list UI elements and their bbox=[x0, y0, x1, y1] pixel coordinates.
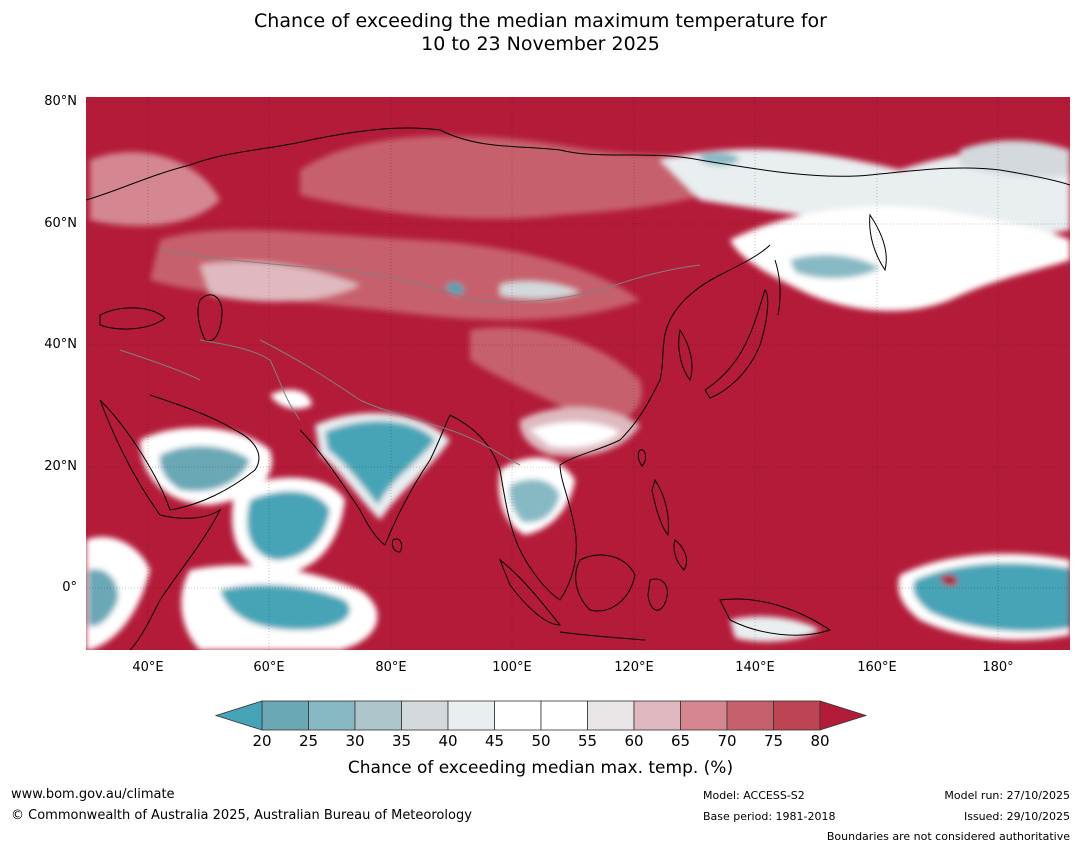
arctic-coast bbox=[86, 127, 1070, 201]
field-south-china-50 bbox=[530, 421, 620, 448]
kamchatka bbox=[869, 213, 887, 272]
field-mongolia-40 bbox=[500, 281, 580, 299]
colorbar-tick-label: 80 bbox=[810, 732, 830, 750]
field-tibet-50 bbox=[270, 389, 312, 409]
footer-base-period: Base period: 1981-2018 bbox=[703, 810, 836, 823]
field-arabian-sea-20 bbox=[247, 491, 330, 560]
lon-label-180: 180° bbox=[982, 660, 1014, 675]
field-indian-ocean-20 bbox=[220, 584, 350, 630]
bay-of-bengal bbox=[449, 414, 501, 471]
colorbar-low-arrow bbox=[214, 700, 263, 731]
field-kamchatka-50 bbox=[730, 206, 1070, 311]
map-title-line-2: 10 to 23 November 2025 bbox=[421, 33, 660, 55]
black-sea bbox=[99, 307, 166, 330]
lon-label-40e: 40°E bbox=[132, 660, 164, 675]
forecast-map bbox=[86, 97, 1070, 650]
colorbar-cell bbox=[633, 700, 681, 731]
lat-label-0: 0° bbox=[62, 580, 77, 595]
sri-lanka bbox=[391, 538, 403, 553]
map-title-line-1: Chance of exceeding the median maximum t… bbox=[254, 10, 827, 32]
field-scandinavia-60 bbox=[90, 152, 220, 226]
field-east-africa-25 bbox=[88, 569, 119, 627]
colorbar-tick-label: 35 bbox=[391, 732, 412, 750]
philippines bbox=[651, 478, 688, 571]
lat-label-20n: 20°N bbox=[44, 459, 77, 474]
colorbar-cell bbox=[494, 700, 542, 731]
field-bering-40 bbox=[960, 140, 1070, 177]
field-indochina-30 bbox=[509, 479, 560, 523]
field-kazakh-60 bbox=[200, 261, 360, 302]
caspian bbox=[197, 294, 223, 342]
colorbar-tick-label: 60 bbox=[624, 732, 644, 750]
colorbar-cell bbox=[354, 700, 402, 731]
field-mongolia-20 bbox=[446, 282, 465, 295]
lat-label-80n: 80°N bbox=[44, 94, 77, 109]
field-okhotsk-30 bbox=[790, 254, 880, 279]
field-siberia-70 bbox=[300, 135, 760, 219]
colorbar-cell bbox=[773, 700, 821, 731]
lon-label-80e: 80°E bbox=[375, 660, 407, 675]
china-coast bbox=[619, 244, 771, 441]
footer-model-run: Model run: 27/10/2025 bbox=[944, 789, 1070, 802]
lon-label-160e: 160°E bbox=[857, 660, 897, 675]
colorbar-cell bbox=[401, 700, 449, 731]
footer-disclaimer: Boundaries are not considered authoritat… bbox=[826, 830, 1070, 843]
colorbar-cell bbox=[587, 700, 635, 731]
lat-label-40n: 40°N bbox=[44, 337, 77, 352]
sulawesi bbox=[647, 578, 668, 611]
colorbar-tick-label: 20 bbox=[252, 732, 272, 750]
lon-label-140e: 140°E bbox=[735, 660, 775, 675]
java bbox=[559, 631, 646, 641]
lon-label-100e: 100°E bbox=[492, 660, 532, 675]
colorbar-tick-label: 50 bbox=[531, 732, 551, 750]
field-india-20 bbox=[325, 421, 435, 505]
lon-label-120e: 120°E bbox=[614, 660, 654, 675]
india-coast bbox=[299, 414, 451, 546]
africa-horn bbox=[129, 508, 222, 650]
lon-label-60e: 60°E bbox=[253, 660, 285, 675]
colorbar-high-arrow bbox=[819, 700, 868, 731]
colorbar-title: Chance of exceeding median max. temp. (%… bbox=[347, 758, 734, 778]
colorbar-tick-label: 65 bbox=[670, 732, 691, 750]
colorbar-cell bbox=[680, 700, 728, 731]
footer-model: Model: ACCESS-S2 bbox=[703, 789, 805, 802]
japan bbox=[704, 289, 769, 399]
indochina-coast bbox=[499, 439, 621, 601]
graticule bbox=[86, 97, 1070, 650]
colorbar-tick-label: 40 bbox=[438, 732, 458, 750]
field-north-china-70 bbox=[470, 327, 642, 423]
colorbar-tick-label: 75 bbox=[763, 732, 784, 750]
new-guinea bbox=[719, 598, 832, 636]
colorbar-cell bbox=[540, 700, 588, 731]
field-arabia-25 bbox=[159, 445, 250, 492]
colorbar-cells bbox=[261, 700, 821, 731]
borneo bbox=[575, 554, 636, 612]
sakhalin bbox=[774, 259, 781, 316]
red-sea bbox=[99, 399, 161, 516]
footer-issued: Issued: 29/10/2025 bbox=[963, 810, 1070, 823]
colorbar-cell bbox=[261, 700, 309, 731]
colorbar-tick-label: 25 bbox=[298, 732, 319, 750]
footer-website[interactable]: www.bom.gov.au/climate bbox=[11, 787, 175, 802]
probability-fields bbox=[86, 135, 1070, 650]
colorbar-tick-label: 30 bbox=[345, 732, 365, 750]
lat-label-60n: 60°N bbox=[44, 216, 77, 231]
arabia-coast bbox=[99, 394, 260, 511]
colorbar-cell bbox=[726, 700, 774, 731]
colorbar-cell bbox=[447, 700, 495, 731]
colorbar-tick-label: 55 bbox=[577, 732, 598, 750]
footer-copyright: © Commonwealth of Australia 2025, Austra… bbox=[11, 808, 472, 823]
country-borders bbox=[119, 249, 701, 466]
colorbar-cell bbox=[308, 700, 356, 731]
colorbar-tick-label: 45 bbox=[484, 732, 505, 750]
field-pacific-70 bbox=[940, 574, 958, 586]
korea bbox=[678, 328, 693, 382]
coastlines bbox=[86, 127, 1070, 650]
sumatra bbox=[498, 558, 562, 626]
colorbar bbox=[214, 700, 868, 731]
colorbar-tick-label: 70 bbox=[717, 732, 737, 750]
taiwan bbox=[637, 449, 647, 467]
